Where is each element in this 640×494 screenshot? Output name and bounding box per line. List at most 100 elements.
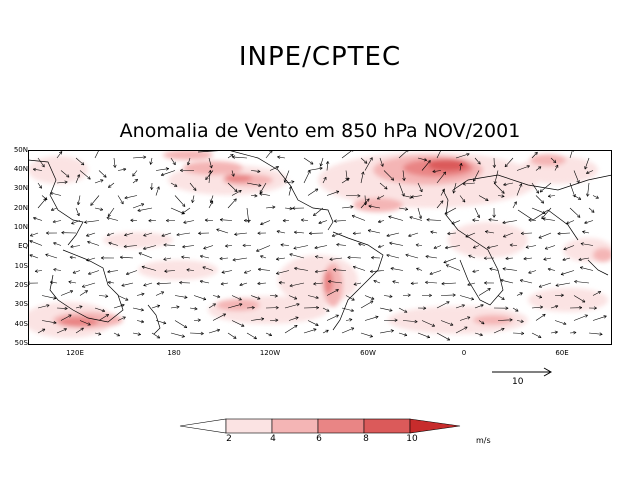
wind-vector-head <box>100 179 104 183</box>
wind-vector-head <box>234 232 238 235</box>
wind-vector-head <box>45 253 49 255</box>
wind-vector-head <box>358 242 362 244</box>
wind-vector-head <box>562 257 566 261</box>
wind-vector-head <box>442 171 446 174</box>
wind-vector <box>409 216 423 221</box>
wind-vector-head <box>408 233 411 237</box>
wind-vector-head <box>106 232 110 236</box>
wind-vector <box>276 270 290 274</box>
wind-vector-head <box>409 216 413 218</box>
wind-vector-head <box>521 319 524 322</box>
wind-vector <box>531 151 538 159</box>
wind-vector-head <box>166 218 169 221</box>
wind-vector-head <box>521 333 525 336</box>
wind-vector-head <box>137 334 141 336</box>
wind-vector-head <box>445 245 448 249</box>
wind-vector-head <box>64 180 68 183</box>
wind-vector-head <box>462 183 466 186</box>
wind-vector <box>87 241 100 246</box>
wind-vector <box>390 267 404 271</box>
wind-vector <box>440 294 456 296</box>
wind-vector-head <box>35 271 39 273</box>
wind-vector-head <box>43 328 46 332</box>
wind-vector <box>550 305 559 309</box>
wind-vector-head <box>225 244 228 247</box>
wind-vector-head <box>108 184 110 188</box>
wind-vector <box>531 207 546 214</box>
wind-vector-head <box>150 186 152 190</box>
wind-vector <box>398 332 408 336</box>
wind-vector <box>405 254 419 259</box>
wind-vector-head <box>494 181 497 185</box>
wind-vector <box>284 181 295 184</box>
wind-vector-head <box>579 267 583 270</box>
wind-vector-head <box>276 257 279 260</box>
wind-vector-head <box>428 293 432 296</box>
wind-vector <box>441 282 457 285</box>
scale-segment-5 <box>409 418 461 434</box>
wind-vector-head <box>232 259 236 262</box>
wind-vector-head <box>485 231 488 234</box>
wind-vector <box>220 282 229 285</box>
wind-vector-head <box>578 257 582 261</box>
wind-vector <box>569 332 577 334</box>
wind-vector-head <box>76 201 79 205</box>
wind-vector <box>415 244 423 246</box>
wind-vector <box>398 207 408 210</box>
scale-segment-2 <box>271 418 319 434</box>
wind-vector <box>531 306 543 309</box>
wind-vector-head <box>539 295 543 298</box>
wind-vector-head <box>538 235 542 239</box>
wind-vector <box>117 195 124 205</box>
wind-vector <box>364 295 375 300</box>
wind-vector-head <box>328 281 331 284</box>
wind-vector-head <box>410 195 414 198</box>
wind-vector-head <box>504 165 508 168</box>
wind-vector-head <box>429 273 433 276</box>
wind-vector-head <box>477 162 481 165</box>
wind-vector-head <box>351 327 355 331</box>
wind-vector <box>455 153 470 159</box>
wind-vector-head <box>123 244 127 247</box>
wind-vector <box>192 195 195 203</box>
wind-vector-head <box>277 156 280 159</box>
wind-vector-head <box>258 183 262 186</box>
wind-vector-head <box>426 219 430 222</box>
wind-vector-head <box>323 176 327 180</box>
wind-vector <box>239 282 248 286</box>
wind-vector-head <box>205 176 207 180</box>
wind-vector <box>554 320 567 325</box>
wind-vector-head <box>150 162 153 165</box>
wind-vector-head <box>53 320 57 324</box>
wind-vector <box>182 245 195 248</box>
wind-vector <box>294 267 309 271</box>
wind-vector-head <box>563 321 567 325</box>
wind-vector-head <box>509 243 513 246</box>
wind-vector-head <box>32 168 36 172</box>
wind-vector <box>176 232 191 236</box>
wind-vector-head <box>405 207 409 210</box>
wind-vector <box>453 182 457 194</box>
wind-vector-head <box>149 161 151 165</box>
wind-vector <box>360 332 373 337</box>
wind-vector-head <box>289 206 293 210</box>
wind-vector-head <box>183 222 187 224</box>
wind-vector <box>535 313 546 321</box>
wind-vector <box>269 166 279 171</box>
wind-vector-head <box>326 330 329 333</box>
wind-vector-head <box>494 164 497 168</box>
wind-vector <box>200 255 210 259</box>
wind-vector <box>143 282 153 286</box>
wind-vector-head <box>45 254 48 257</box>
wind-vector <box>151 305 160 309</box>
wind-vector-head <box>316 322 319 326</box>
wind-vector-head <box>141 266 145 269</box>
wind-vector <box>313 282 324 285</box>
scale-tick-6: 6 <box>316 434 322 444</box>
wind-vector-head <box>416 268 419 271</box>
wind-vector <box>181 256 191 259</box>
wind-vector-head <box>126 297 129 301</box>
wind-vector <box>398 182 405 197</box>
wind-vector-head <box>520 279 524 281</box>
wind-vector <box>132 307 144 311</box>
